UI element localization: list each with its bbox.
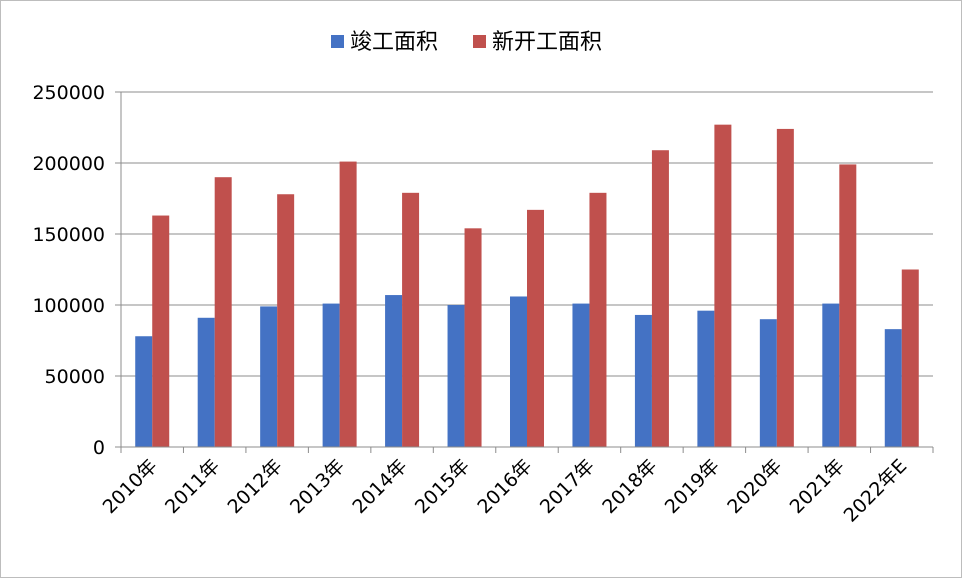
bar-new-start <box>339 161 357 447</box>
bar-completed <box>260 306 278 447</box>
bar-new-start <box>402 192 420 447</box>
y-tick-label: 50000 <box>45 366 105 388</box>
x-tick-label: 2022年E <box>840 455 912 527</box>
x-tick-label: 2020年 <box>723 455 786 518</box>
x-tick-label: 2013年 <box>286 455 349 518</box>
bar-new-start <box>152 215 170 447</box>
x-tick-label: 2021年 <box>786 455 849 518</box>
x-tick-label: 2011年 <box>161 455 224 518</box>
axes <box>120 92 934 453</box>
legend-swatch <box>331 35 344 48</box>
bar-new-start <box>214 177 232 447</box>
x-tick-label: 2012年 <box>224 455 287 518</box>
bar-completed <box>759 319 777 447</box>
bar-completed <box>510 296 527 447</box>
legend-label: 竣工面积 <box>350 30 438 55</box>
bar-new-start <box>589 192 607 447</box>
y-tick-label: 250000 <box>32 82 105 104</box>
legend-swatch <box>473 35 486 48</box>
x-tick-label: 2015年 <box>411 455 474 518</box>
y-tick-labels: 0 50000 100000 150000 200000 250000 <box>32 82 105 459</box>
bar-completed <box>822 303 840 447</box>
y-tick-label: 150000 <box>32 224 105 246</box>
bar-completed <box>197 317 215 447</box>
y-tick-label: 100000 <box>32 295 105 317</box>
bar-completed <box>634 314 652 447</box>
legend-label: 新开工面积 <box>492 30 602 55</box>
bar-completed <box>322 303 340 447</box>
bar-completed <box>447 305 465 447</box>
bar-new-start <box>901 269 919 447</box>
y-tick-label: 200000 <box>32 153 105 175</box>
bar-completed <box>135 336 153 447</box>
bar-new-start <box>776 128 794 448</box>
x-tick-label: 2016年 <box>473 455 536 518</box>
legend: 竣工面积 新开工面积 <box>331 30 602 55</box>
x-tick-label: 2014年 <box>348 455 411 518</box>
x-tick-labels: 2010年 2011年 2012年 2013年 2014年 2015年 2016年 2017年… <box>99 455 912 527</box>
bars <box>135 124 919 448</box>
x-tick-label: 2019年 <box>661 455 724 518</box>
bar-completed <box>385 295 403 447</box>
bar-new-start <box>277 194 295 447</box>
x-tick-label: 2018年 <box>598 455 661 518</box>
x-tick-label: 2017年 <box>536 455 599 518</box>
bar-completed <box>697 310 715 447</box>
bar-completed <box>884 329 902 447</box>
bar-completed <box>572 303 590 447</box>
y-tick-label: 0 <box>93 437 105 459</box>
bar-new-start <box>527 209 544 447</box>
x-tick-label: 2010年 <box>99 455 162 518</box>
bar-new-start <box>464 228 482 447</box>
bar-new-start <box>651 150 669 447</box>
bar-new-start <box>839 164 857 448</box>
bar-new-start <box>714 124 732 447</box>
